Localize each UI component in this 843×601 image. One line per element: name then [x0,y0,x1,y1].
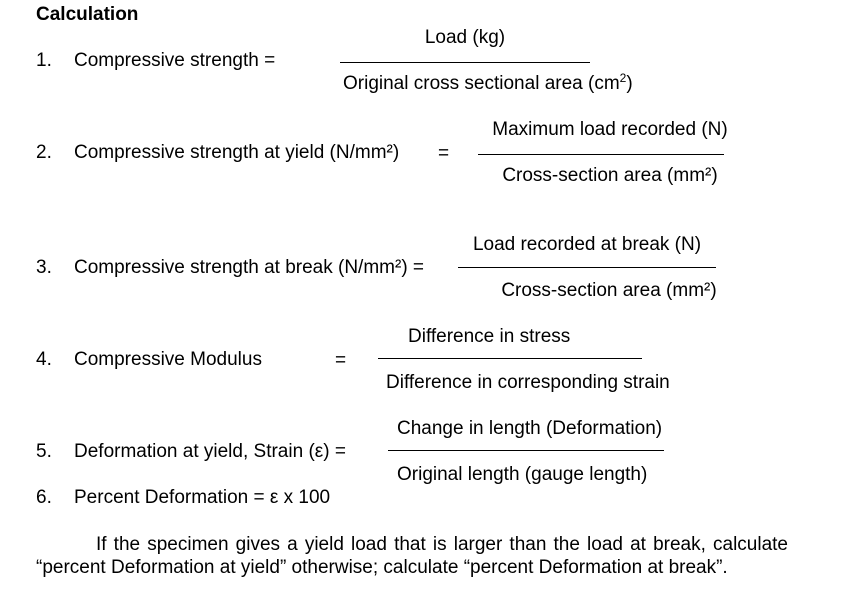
fraction-numerator: Change in length (Deformation) [397,418,663,439]
formula-number: 6. [36,487,52,508]
fraction-numerator: Load recorded at break (N) [472,234,702,255]
fraction-numerator: Maximum load recorded (N) [492,119,728,140]
equals-sign: = [335,350,347,371]
formula-label: Deformation at yield, Strain (ε) = [74,441,346,462]
fraction-denominator: Original length (gauge length) [397,464,648,485]
formula-number: 2. [36,142,52,163]
fraction-bar [478,154,724,155]
equals-sign: = [438,143,450,164]
fraction-denominator: Cross-section area (mm²) [502,165,718,186]
formula-label: Compressive Modulus [74,349,262,370]
fraction-denominator: Cross-section area (mm²) [501,280,717,301]
formula-label: Compressive strength at yield (N/mm²) [74,142,400,163]
fraction-bar [458,267,716,268]
formula-number: 4. [36,349,52,370]
fraction-bar [340,62,590,63]
formula-label: Percent Deformation = ε x 100 [74,487,331,508]
fraction-numerator: Difference in stress [408,326,571,347]
formula-label: Compressive strength = [74,50,276,71]
section-heading: Calculation [36,4,139,25]
fraction-denominator: Difference in corresponding strain [386,372,670,393]
formula-number: 5. [36,441,52,462]
formula-label: Compressive strength at break (N/mm²) = [74,257,425,278]
fraction-bar [388,450,664,451]
fraction-numerator: Load (kg) [424,27,506,48]
formula-number: 1. [36,50,52,71]
fraction-bar [378,358,642,359]
formula-number: 3. [36,257,52,278]
fraction-denominator: Original cross sectional area (cm2) [343,71,633,94]
note-paragraph: If the specimen gives a yield load that … [36,534,788,578]
